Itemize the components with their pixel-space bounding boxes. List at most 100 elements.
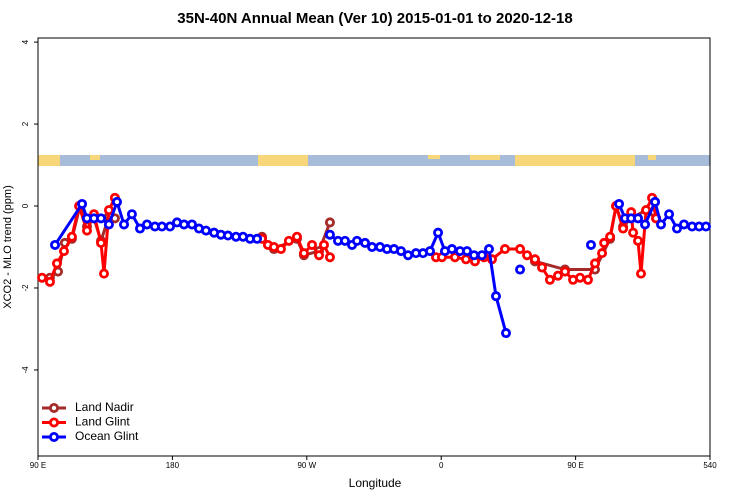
point — [664, 209, 675, 220]
legend-label: Ocean Glint — [75, 429, 139, 443]
legend-label: Land Glint — [75, 415, 130, 429]
point — [200, 225, 211, 236]
point — [58, 246, 69, 257]
point — [99, 268, 110, 279]
point — [633, 235, 644, 246]
point — [50, 239, 61, 250]
y-tick-label: -2 — [21, 284, 30, 292]
point — [544, 274, 555, 285]
point — [641, 205, 652, 216]
point — [51, 258, 62, 269]
x-axis-label: Longitude — [349, 476, 402, 490]
point — [37, 272, 48, 283]
land-ocean-strip — [38, 155, 710, 166]
point — [476, 250, 487, 261]
point — [119, 219, 130, 230]
y-tick-label: 2 — [21, 121, 30, 126]
point — [351, 235, 362, 246]
point — [103, 219, 114, 230]
point — [537, 262, 548, 273]
point — [291, 231, 302, 242]
point — [515, 244, 526, 255]
x-tick-label: 90 E — [567, 461, 583, 470]
point — [324, 217, 335, 228]
point — [134, 223, 145, 234]
y-axis-label: XCO2 - MLO trend (ppm) — [2, 185, 14, 308]
legend-marker — [49, 417, 60, 428]
y-tick-label: 0 — [21, 203, 30, 208]
point — [403, 250, 414, 261]
point — [633, 213, 644, 224]
point — [559, 266, 570, 277]
point — [340, 235, 351, 246]
point — [650, 196, 661, 207]
point — [96, 213, 107, 224]
point — [499, 244, 510, 255]
point — [318, 239, 329, 250]
x-tick-label: 0 — [439, 461, 444, 470]
point — [360, 237, 371, 248]
point — [671, 223, 682, 234]
point — [66, 231, 77, 242]
point — [77, 198, 88, 209]
y-tick-label: -4 — [21, 366, 30, 374]
point — [142, 219, 153, 230]
point — [424, 246, 435, 257]
point — [618, 223, 629, 234]
point — [111, 196, 122, 207]
point — [186, 219, 197, 230]
point — [44, 276, 55, 287]
chart-title: 35N-40N Annual Mean (Ver 10) 2015-01-01 … — [177, 10, 572, 27]
point — [585, 239, 596, 250]
legend-label: Land Nadir — [75, 400, 134, 414]
point — [96, 237, 107, 248]
point — [179, 219, 190, 230]
point — [324, 229, 335, 240]
point — [252, 233, 263, 244]
point — [298, 248, 309, 259]
point — [433, 227, 444, 238]
point — [367, 241, 378, 252]
point — [656, 219, 667, 230]
point — [446, 244, 457, 255]
point — [222, 230, 233, 241]
point — [605, 231, 616, 242]
point — [103, 205, 114, 216]
y-tick-label: 4 — [21, 39, 30, 44]
x-tick-label: 90 E — [30, 461, 46, 470]
point — [640, 219, 651, 230]
point — [679, 219, 690, 230]
point — [156, 221, 167, 232]
point — [81, 225, 92, 236]
point — [522, 250, 533, 261]
point — [460, 254, 471, 265]
x-tick-label: 180 — [166, 461, 180, 470]
point — [552, 270, 563, 281]
series-line — [53, 197, 706, 334]
point — [275, 244, 286, 255]
point — [515, 264, 526, 275]
point — [307, 239, 318, 250]
point — [324, 252, 335, 263]
legend-marker — [49, 431, 60, 442]
point — [483, 244, 494, 255]
point — [314, 250, 325, 261]
point — [597, 248, 608, 259]
point — [599, 237, 610, 248]
point — [700, 221, 711, 232]
x-tick-label: 90 W — [297, 461, 316, 470]
point — [462, 246, 473, 257]
point — [449, 252, 460, 263]
point — [590, 258, 601, 269]
point — [283, 235, 294, 246]
legend-marker — [49, 402, 60, 413]
point — [628, 227, 639, 238]
point — [529, 254, 540, 265]
point — [501, 328, 512, 339]
point — [165, 221, 176, 232]
point — [636, 268, 647, 279]
point — [491, 291, 502, 302]
point — [582, 274, 593, 285]
point — [126, 209, 137, 220]
